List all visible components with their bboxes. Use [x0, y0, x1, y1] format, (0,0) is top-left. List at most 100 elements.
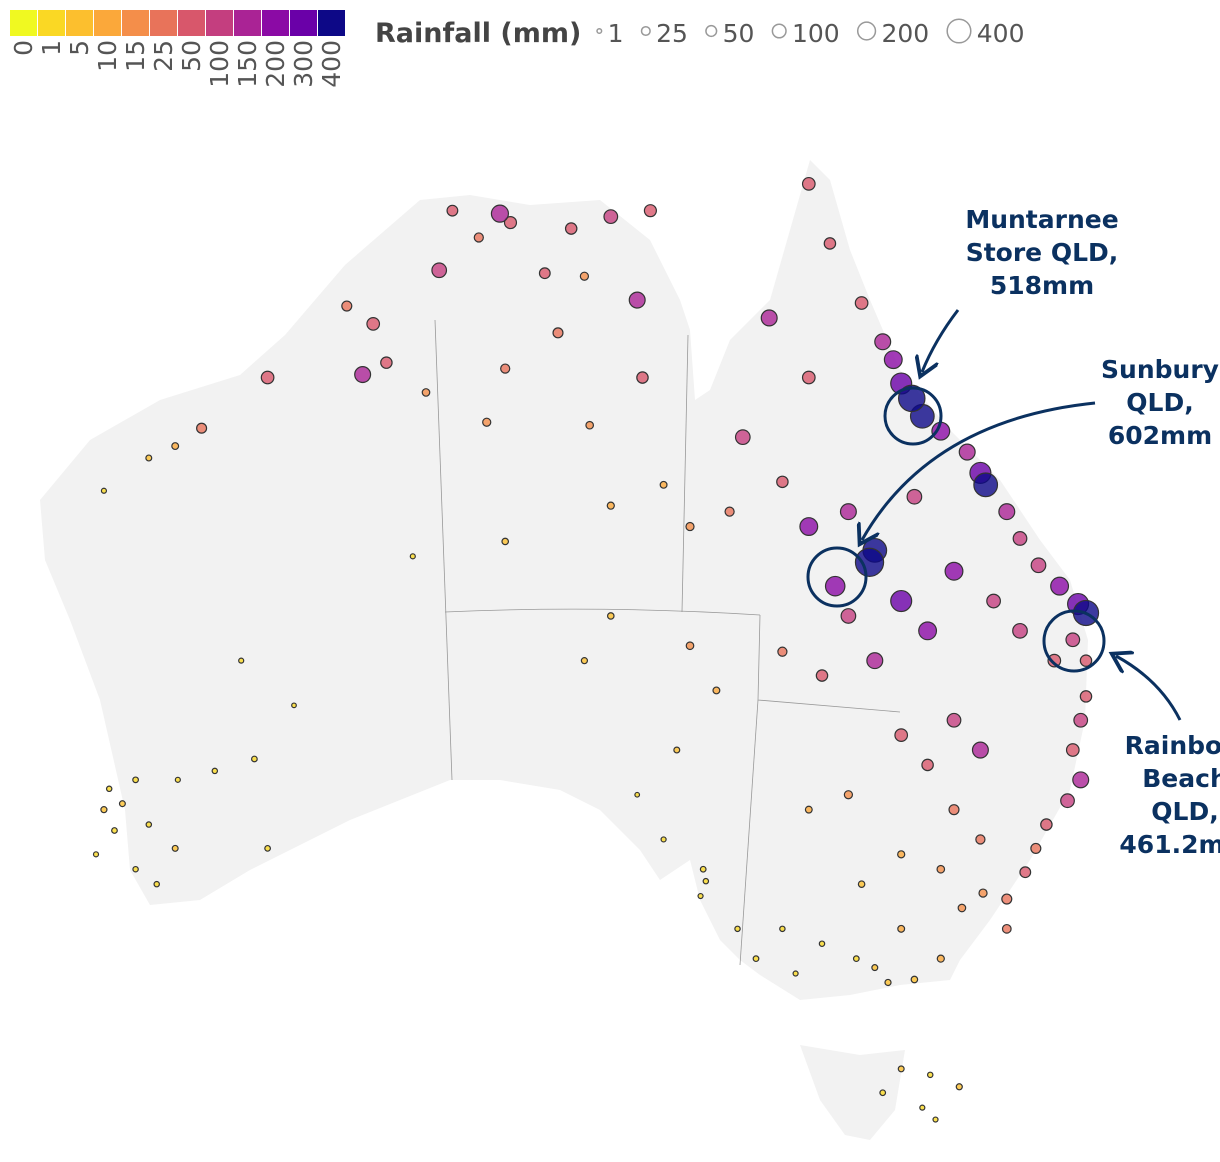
- annotation-text: 518mm: [990, 271, 1094, 300]
- station: [792, 970, 799, 977]
- color-swatch: [262, 10, 289, 36]
- annotation-text: Store QLD,: [966, 238, 1119, 267]
- tasmania: [800, 1045, 905, 1140]
- station: [174, 776, 181, 783]
- station: [906, 488, 923, 505]
- annotation-text: Sunbury: [1101, 355, 1219, 384]
- station: [957, 903, 967, 913]
- size-swatch: [856, 21, 877, 41]
- station: [852, 955, 860, 963]
- annotation-arrow: [922, 309, 960, 372]
- annotation-text: 602mm: [1108, 421, 1212, 450]
- station: [100, 806, 108, 814]
- station: [854, 296, 869, 310]
- station: [857, 880, 866, 888]
- station: [843, 790, 854, 800]
- size-tick-label: 200: [881, 19, 929, 48]
- station: [446, 204, 459, 217]
- station: [105, 785, 113, 793]
- station: [918, 621, 938, 641]
- size-swatch: [946, 18, 972, 44]
- station: [118, 800, 126, 808]
- station: [354, 366, 372, 384]
- station: [946, 712, 962, 728]
- annotation-arrow: [862, 401, 1096, 540]
- station: [932, 1116, 939, 1123]
- station: [879, 1089, 887, 1097]
- station: [1030, 557, 1047, 574]
- color-tick-label: 150: [233, 40, 262, 88]
- color-tick-label: 50: [177, 40, 206, 72]
- station: [100, 487, 108, 494]
- annotation-text: 461.2mm: [1119, 830, 1220, 859]
- station: [643, 204, 657, 218]
- station: [866, 652, 884, 670]
- station: [921, 758, 934, 772]
- station: [500, 363, 511, 374]
- color-tick-label: 15: [121, 40, 150, 72]
- station: [1047, 653, 1062, 668]
- station: [501, 537, 510, 546]
- color-tick-label: 5: [65, 40, 94, 56]
- station: [801, 176, 816, 191]
- station: [366, 317, 381, 331]
- station: [171, 844, 179, 852]
- size-tick-label: 100: [792, 19, 840, 48]
- station: [944, 561, 964, 581]
- color-swatch: [66, 10, 93, 36]
- station: [264, 844, 272, 852]
- station: [552, 327, 564, 339]
- station: [897, 850, 906, 859]
- station: [973, 472, 999, 498]
- color-swatch: [318, 10, 345, 36]
- station: [1001, 923, 1012, 934]
- color-tick-label: 25: [149, 40, 178, 72]
- station: [724, 506, 735, 517]
- border: [739, 699, 759, 966]
- station: [482, 417, 492, 427]
- station: [734, 429, 751, 446]
- station: [171, 442, 180, 451]
- station: [92, 851, 100, 858]
- station: [634, 791, 641, 798]
- station: [776, 475, 789, 489]
- station: [871, 964, 879, 972]
- station: [579, 271, 590, 281]
- station: [883, 350, 903, 370]
- station: [490, 204, 510, 223]
- station: [538, 267, 551, 280]
- station: [409, 553, 416, 560]
- size-swatch: [596, 27, 603, 35]
- annotation-ring: [806, 546, 868, 608]
- station: [702, 877, 710, 885]
- station: [712, 686, 721, 695]
- border: [444, 608, 761, 616]
- station: [799, 517, 819, 537]
- annotation-text: Rainbow: [1125, 731, 1220, 760]
- station: [211, 767, 219, 775]
- size-tick-label: 1: [608, 19, 624, 48]
- size-swatch: [771, 23, 787, 39]
- station: [132, 865, 139, 873]
- color-tick-label: 1: [37, 40, 66, 56]
- station: [250, 755, 258, 763]
- station: [380, 356, 393, 369]
- station: [752, 955, 760, 963]
- station: [1001, 893, 1013, 905]
- station: [955, 1083, 963, 1091]
- station: [1050, 576, 1070, 596]
- station: [580, 657, 589, 665]
- station: [804, 805, 813, 814]
- station: [564, 222, 578, 235]
- station: [196, 422, 208, 434]
- station: [998, 503, 1016, 521]
- station: [1079, 654, 1093, 667]
- station: [341, 300, 353, 312]
- size-tick-label: 25: [656, 19, 688, 48]
- station: [603, 209, 619, 225]
- size-swatch: [705, 24, 718, 38]
- size-swatch: [640, 25, 651, 37]
- station: [971, 741, 989, 759]
- annotation-ring: [1042, 609, 1106, 673]
- color-tick-label: 0: [9, 40, 38, 56]
